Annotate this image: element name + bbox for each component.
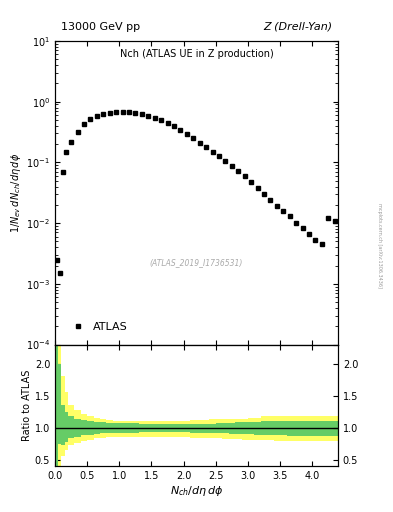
Text: Z (Drell-Yan): Z (Drell-Yan) xyxy=(263,22,332,32)
Legend: ATLAS: ATLAS xyxy=(64,319,131,335)
Y-axis label: $1/N_{ev}\,dN_{ch}/d\eta\,d\phi$: $1/N_{ev}\,dN_{ch}/d\eta\,d\phi$ xyxy=(9,153,23,233)
X-axis label: $N_{ch}/d\eta\,d\phi$: $N_{ch}/d\eta\,d\phi$ xyxy=(170,483,223,498)
Text: mcplots.cern.ch [arXiv:1306.3436]: mcplots.cern.ch [arXiv:1306.3436] xyxy=(377,203,382,288)
Text: 13000 GeV pp: 13000 GeV pp xyxy=(61,22,140,32)
Text: (ATLAS_2019_I1736531): (ATLAS_2019_I1736531) xyxy=(150,258,243,267)
Y-axis label: Ratio to ATLAS: Ratio to ATLAS xyxy=(22,370,32,441)
Text: Nch (ATLAS UE in Z production): Nch (ATLAS UE in Z production) xyxy=(119,49,274,58)
